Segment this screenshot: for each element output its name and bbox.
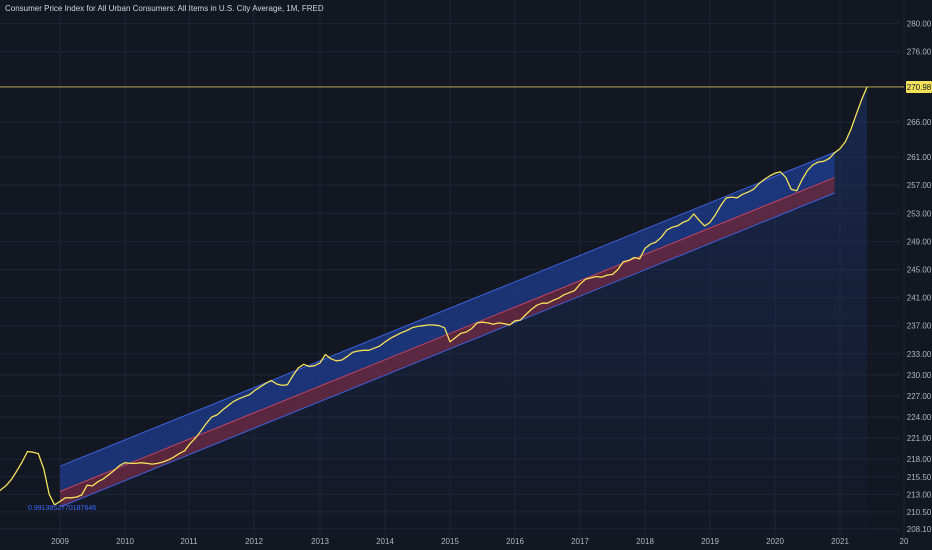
y-tick-label: 241.00 [907, 294, 932, 303]
y-tick-label: 218.00 [907, 455, 932, 464]
y-tick-label: 227.00 [907, 392, 932, 401]
x-tick-label: 2020 [766, 537, 784, 546]
x-tick-label: 2018 [636, 537, 654, 546]
y-tick-label: 276.00 [907, 48, 932, 57]
last-price-label: 270.98 [907, 83, 932, 92]
price-axis[interactable]: 280.00 276.00 266.00 261.00 257.00 253.00 249.… [907, 20, 932, 534]
y-tick-label: 221.00 [907, 434, 932, 443]
x-tick-label: 2016 [506, 537, 524, 546]
x-tick-label: 2013 [311, 537, 329, 546]
x-tick-label: 2015 [441, 537, 459, 546]
time-axis[interactable]: 2009 2010 2011 2012 2013 2014 2015 2016 2017 2018… [51, 537, 909, 546]
x-tick-label: 2009 [51, 537, 69, 546]
channel-upper-line [59, 151, 835, 467]
x-tick-label: 2021 [831, 537, 849, 546]
y-tick-label: 208.10 [907, 525, 932, 534]
y-tick-label: 213.00 [907, 490, 932, 499]
price-line [0, 86, 868, 506]
channel-upper-band [60, 152, 835, 492]
x-tick-label: 2014 [376, 537, 394, 546]
y-tick-label: 261.00 [907, 153, 932, 162]
x-tick-label: 2012 [245, 537, 263, 546]
x-tick-label: 2010 [116, 537, 134, 546]
y-tick-label: 253.00 [907, 209, 932, 218]
x-tick-label: 2011 [180, 537, 198, 546]
price-line-group [0, 86, 868, 506]
y-tick-label: 266.00 [907, 118, 932, 127]
r-value-label: 0.9913852770187646 [28, 505, 96, 512]
last-price-line: 270.98 [0, 80, 932, 93]
y-tick-label: 210.50 [907, 508, 932, 517]
chart-title: Consumer Price Index for All Urban Consu… [5, 4, 324, 13]
y-tick-label: 215.50 [907, 473, 932, 482]
y-tick-label: 257.00 [907, 181, 932, 190]
x-tick-label: 20 [900, 537, 909, 546]
x-tick-label: 2019 [701, 537, 719, 546]
x-tick-label: 2017 [571, 537, 589, 546]
y-tick-label: 224.00 [907, 413, 932, 422]
channel-lower-line [59, 192, 835, 508]
last-price-badge [906, 80, 932, 93]
y-tick-label: 233.00 [907, 350, 932, 359]
y-tick-label: 230.00 [907, 371, 932, 380]
y-tick-label: 245.00 [907, 265, 932, 274]
y-tick-label: 249.00 [907, 237, 932, 246]
y-tick-label: 237.00 [907, 322, 932, 331]
y-tick-label: 280.00 [907, 20, 932, 29]
channel-lower-band [60, 177, 835, 507]
